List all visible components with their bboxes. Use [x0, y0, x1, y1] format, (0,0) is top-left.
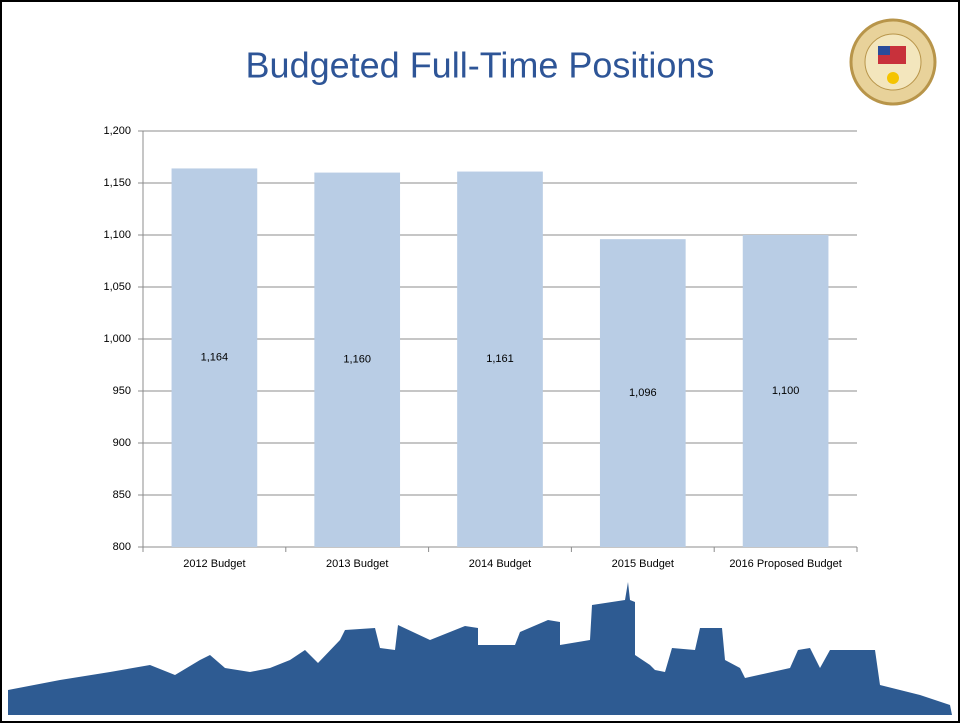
- y-tick-label: 850: [113, 489, 131, 501]
- x-tick-label: 2015 Budget: [612, 558, 674, 570]
- chart-title: Budgeted Full-Time Positions: [246, 45, 715, 86]
- value-label: 1,164: [201, 352, 229, 364]
- skyline: [8, 582, 952, 715]
- value-label: 1,100: [772, 385, 800, 397]
- city-seal: [849, 18, 937, 106]
- bar: [742, 235, 829, 547]
- y-tick-label: 1,150: [103, 177, 131, 189]
- bar: [171, 168, 258, 547]
- value-label: 1,160: [343, 354, 371, 366]
- bar: [314, 172, 401, 547]
- x-tick-label: 2016 Proposed Budget: [729, 558, 842, 570]
- value-label: 1,096: [629, 387, 657, 399]
- bar: [599, 239, 686, 547]
- y-tick-label: 1,000: [103, 333, 131, 345]
- y-tick-label: 1,050: [103, 281, 131, 293]
- x-tick-label: 2014 Budget: [469, 558, 531, 570]
- y-tick-label: 900: [113, 437, 131, 449]
- x-tick-label: 2012 Budget: [183, 558, 245, 570]
- value-label: 1,161: [486, 353, 514, 365]
- y-tick-label: 1,200: [103, 125, 131, 137]
- x-tick-label: 2013 Budget: [326, 558, 388, 570]
- y-tick-label: 950: [113, 385, 131, 397]
- bar: [457, 171, 543, 547]
- y-tick-label: 800: [113, 541, 131, 553]
- y-tick-label: 1,100: [103, 229, 131, 241]
